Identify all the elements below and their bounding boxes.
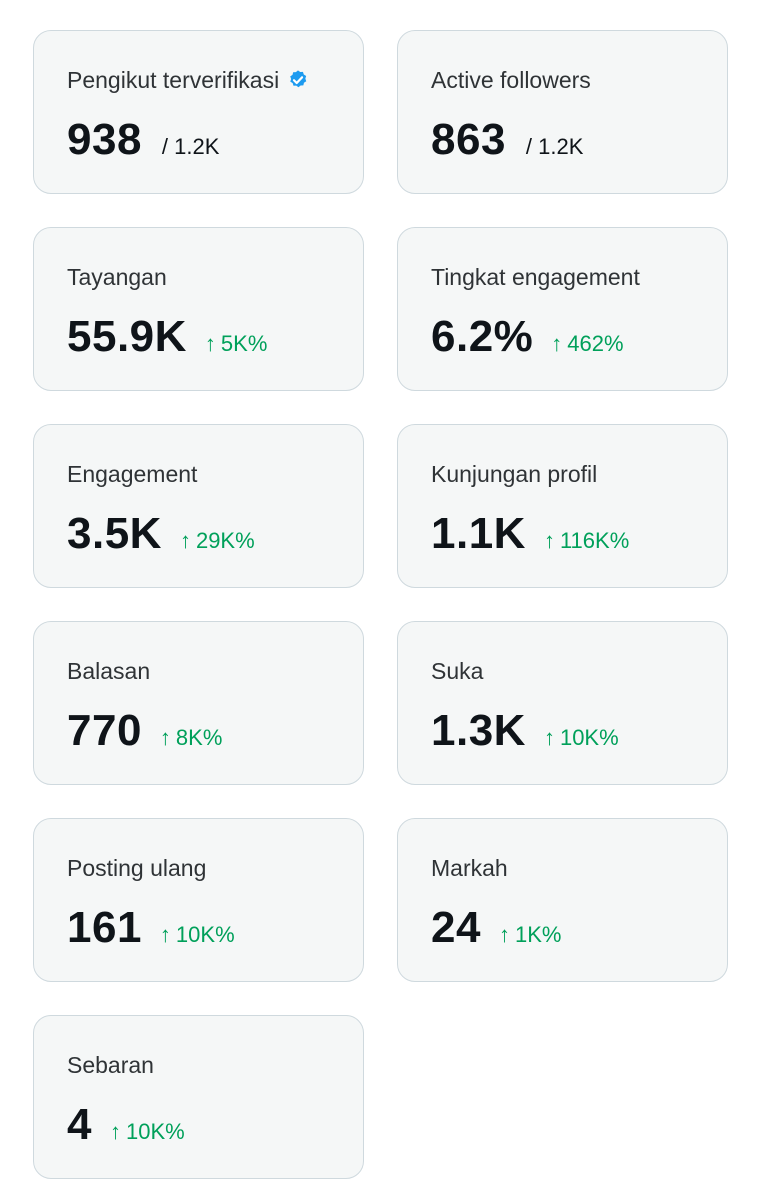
metric-change: ↑ 10K% bbox=[160, 922, 235, 948]
metric-change: ↑ 116K% bbox=[544, 528, 629, 554]
arrow-up-icon: ↑ bbox=[109, 1119, 121, 1144]
metric-value: 24 bbox=[431, 903, 481, 952]
metric-value: 55.9K bbox=[67, 312, 187, 361]
metric-title-label: Suka bbox=[431, 658, 484, 684]
metric-values: 6.2% ↑ 462% bbox=[431, 312, 727, 362]
metric-title-label: Active followers bbox=[431, 67, 591, 93]
metric-title: Suka bbox=[431, 656, 727, 686]
metric-change: ↑ 29K% bbox=[180, 528, 255, 554]
metric-value: 1.1K bbox=[431, 509, 526, 558]
metric-title-label: Pengikut terverifikasi bbox=[67, 67, 280, 93]
metric-values: 55.9K ↑ 5K% bbox=[67, 312, 363, 362]
metric-card-bookmarks[interactable]: Markah 24 ↑ 1K% bbox=[397, 818, 728, 982]
metric-title: Engagement bbox=[67, 459, 363, 489]
metric-change-value: 462% bbox=[567, 331, 624, 356]
metric-title: Balasan bbox=[67, 656, 363, 686]
metric-title: Tingkat engagement bbox=[431, 262, 727, 292]
metric-change: ↑ 8K% bbox=[160, 725, 222, 751]
metric-title: Kunjungan profil bbox=[431, 459, 727, 489]
metric-title: Tayangan bbox=[67, 262, 363, 292]
metric-change-value: 5K% bbox=[220, 331, 268, 356]
metric-change-value: 10K% bbox=[559, 725, 619, 750]
metric-values: 938 / 1.2K bbox=[67, 115, 363, 165]
arrow-up-icon: ↑ bbox=[159, 725, 171, 750]
arrow-up-icon: ↑ bbox=[159, 922, 171, 947]
metric-title-label: Posting ulang bbox=[67, 855, 207, 881]
metric-change-value: 29K% bbox=[195, 528, 255, 553]
metric-title: Active followers bbox=[431, 65, 727, 95]
metric-card-replies[interactable]: Balasan 770 ↑ 8K% bbox=[33, 621, 364, 785]
metric-title-label: Balasan bbox=[67, 658, 151, 684]
verified-badge-icon bbox=[287, 69, 309, 91]
metric-values: 24 ↑ 1K% bbox=[431, 903, 727, 953]
metric-change: ↑ 10K% bbox=[544, 725, 619, 751]
metric-card-impressions[interactable]: Tayangan 55.9K ↑ 5K% bbox=[33, 227, 364, 391]
metric-values: 1.1K ↑ 116K% bbox=[431, 509, 727, 559]
arrow-up-icon: ↑ bbox=[204, 331, 216, 356]
metric-change: ↑ 10K% bbox=[110, 1119, 185, 1145]
metric-card-likes[interactable]: Suka 1.3K ↑ 10K% bbox=[397, 621, 728, 785]
metric-change-value: 10K% bbox=[125, 1119, 185, 1144]
metric-change-value: 8K% bbox=[175, 725, 223, 750]
metric-title-label: Kunjungan profil bbox=[431, 461, 598, 487]
metric-card-shares[interactable]: Sebaran 4 ↑ 10K% bbox=[33, 1015, 364, 1179]
metric-values: 770 ↑ 8K% bbox=[67, 706, 363, 756]
metric-title-label: Markah bbox=[431, 855, 508, 881]
metric-total: / 1.2K bbox=[525, 134, 584, 159]
metric-value: 4 bbox=[67, 1100, 92, 1149]
metric-card-engagement[interactable]: Engagement 3.5K ↑ 29K% bbox=[33, 424, 364, 588]
metric-value: 161 bbox=[67, 903, 142, 952]
metric-values: 1.3K ↑ 10K% bbox=[431, 706, 727, 756]
metric-title-label: Tayangan bbox=[67, 264, 167, 290]
metric-title: Posting ulang bbox=[67, 853, 363, 883]
metric-values: 161 ↑ 10K% bbox=[67, 903, 363, 953]
metric-change-value: 1K% bbox=[514, 922, 562, 947]
metric-card-active-followers[interactable]: Active followers 863 / 1.2K bbox=[397, 30, 728, 194]
metric-value: 770 bbox=[67, 706, 142, 755]
metric-values: 4 ↑ 10K% bbox=[67, 1100, 363, 1150]
metric-change-value: 116K% bbox=[559, 528, 630, 553]
metric-change: ↑ 1K% bbox=[499, 922, 561, 948]
metric-title-label: Sebaran bbox=[67, 1052, 154, 1078]
arrow-up-icon: ↑ bbox=[543, 528, 555, 553]
metric-title: Markah bbox=[431, 853, 727, 883]
metric-title: Pengikut terverifikasi bbox=[67, 65, 363, 95]
metric-title-label: Tingkat engagement bbox=[431, 264, 640, 290]
metric-card-engagement-rate[interactable]: Tingkat engagement 6.2% ↑ 462% bbox=[397, 227, 728, 391]
metric-card-profile-visits[interactable]: Kunjungan profil 1.1K ↑ 116K% bbox=[397, 424, 728, 588]
metric-value: 1.3K bbox=[431, 706, 526, 755]
metric-value: 863 bbox=[431, 115, 506, 164]
arrow-up-icon: ↑ bbox=[551, 331, 563, 356]
metric-title-label: Engagement bbox=[67, 461, 198, 487]
metric-change: ↑ 5K% bbox=[205, 331, 267, 357]
metric-values: 863 / 1.2K bbox=[431, 115, 727, 165]
metric-values: 3.5K ↑ 29K% bbox=[67, 509, 363, 559]
metric-value: 3.5K bbox=[67, 509, 162, 558]
metrics-grid: Pengikut terverifikasi 938 / 1.2K Active… bbox=[33, 30, 728, 1179]
metric-card-reposts[interactable]: Posting ulang 161 ↑ 10K% bbox=[33, 818, 364, 982]
arrow-up-icon: ↑ bbox=[543, 725, 555, 750]
metric-total: / 1.2K bbox=[161, 134, 220, 159]
metric-card-verified-followers[interactable]: Pengikut terverifikasi 938 / 1.2K bbox=[33, 30, 364, 194]
metric-title: Sebaran bbox=[67, 1050, 363, 1080]
arrow-up-icon: ↑ bbox=[498, 922, 510, 947]
metric-value: 938 bbox=[67, 115, 142, 164]
metric-change: ↑ 462% bbox=[551, 331, 623, 357]
arrow-up-icon: ↑ bbox=[179, 528, 191, 553]
metric-value: 6.2% bbox=[431, 312, 534, 361]
metric-change-value: 10K% bbox=[175, 922, 235, 947]
